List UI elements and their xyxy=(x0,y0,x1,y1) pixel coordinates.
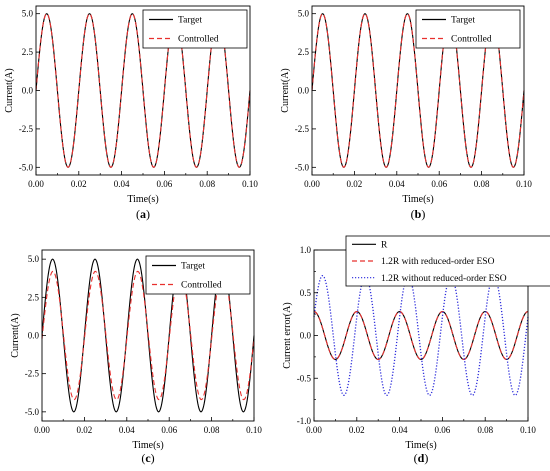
x-tick-label: 0.10 xyxy=(246,425,262,435)
x-tick-label: 0.08 xyxy=(474,179,490,189)
y-tick-label: 0.0 xyxy=(28,331,40,341)
x-tick-label: 0.06 xyxy=(157,179,173,189)
y-tick-label: 0.0 xyxy=(298,86,310,96)
x-tick-label: 0.06 xyxy=(161,425,177,435)
x-tick-label: 0.04 xyxy=(389,179,405,189)
y-tick-label: 5.0 xyxy=(28,254,40,264)
legend-label: Controlled xyxy=(451,35,492,45)
y-tick-label: 5.0 xyxy=(22,9,34,19)
x-tick-label: 0.00 xyxy=(306,425,322,435)
x-tick-label: 0.02 xyxy=(347,179,363,189)
y-tick-label: -1.0 xyxy=(297,416,312,426)
x-axis-label: Time(s) xyxy=(402,194,433,205)
y-axis-label: Current(A) xyxy=(10,313,21,357)
x-axis-label: Time(s) xyxy=(127,194,158,205)
x-tick-label: 0.08 xyxy=(477,425,493,435)
series-line-r xyxy=(313,311,529,360)
legend: Target Controlled xyxy=(142,9,248,49)
x-tick-label: 0.00 xyxy=(34,425,50,435)
y-tick-label: 5.0 xyxy=(298,9,310,19)
x-tick-label: 0.06 xyxy=(435,425,451,435)
y-tick-label: 2.5 xyxy=(22,47,34,57)
x-axis-label: Time(s) xyxy=(405,440,436,451)
legend-label: 1.2R without reduced-order ESO xyxy=(381,274,507,284)
y-tick-label: -0.5 xyxy=(297,373,312,383)
x-tick-label: 0.06 xyxy=(431,179,447,189)
legend-label: Target xyxy=(451,16,475,26)
y-tick-label: -2.5 xyxy=(295,124,310,134)
x-tick-label: 0.02 xyxy=(77,425,93,435)
legend: Target Controlled xyxy=(415,9,521,49)
y-tick-label: 2.5 xyxy=(298,47,310,57)
x-tick-label: 0.04 xyxy=(114,179,130,189)
legend-label: 1.2R with reduced-order ESO xyxy=(381,257,495,267)
y-tick-label: -5.0 xyxy=(25,407,40,417)
legend: Target Controlled xyxy=(145,255,251,295)
y-axis-label: Current(A) xyxy=(280,68,291,112)
legend-label: Target xyxy=(181,262,205,272)
x-tick-label: 0.02 xyxy=(349,425,365,435)
y-axis-label: Current(A) xyxy=(4,68,15,112)
x-tick-label: 0.00 xyxy=(28,179,44,189)
chart-panel-d: 0.00 0.02 0.04 0.06 0.08 0.10 1.0 0.5 0.0 -0.5 -1.… xyxy=(282,235,550,465)
x-tick-label: 0.02 xyxy=(71,179,87,189)
chart-panel-b: 0.00 0.02 0.04 0.06 0.08 0.10 5.0 2.5 0.0 -2.5 -5.… xyxy=(280,5,532,221)
y-tick-label: 0.0 xyxy=(22,86,34,96)
chart-panel-a: 0.00 0.02 0.04 0.06 0.08 0.10 5.0 2.5 0.0 -2.5 -5.… xyxy=(4,5,258,221)
panel-caption: (c) xyxy=(141,451,154,465)
legend-label: Controlled xyxy=(178,35,219,45)
legend-label: Target xyxy=(178,16,202,26)
legend-box xyxy=(142,9,248,49)
y-tick-label: -5.0 xyxy=(295,162,310,172)
x-tick-label: 0.10 xyxy=(520,425,536,435)
x-tick-label: 0.10 xyxy=(516,179,532,189)
x-tick-label: 0.08 xyxy=(204,425,220,435)
x-axis-label: Time(s) xyxy=(132,440,163,451)
x-tick-label: 0.08 xyxy=(199,179,215,189)
legend: R 1.2R with reduced-order ESO 1.2R without… xyxy=(345,235,550,287)
y-tick-label: 0.5 xyxy=(300,288,312,298)
x-tick-label: 0.10 xyxy=(242,179,258,189)
x-tick-label: 0.04 xyxy=(119,425,135,435)
chart-panel-c: 0.00 0.02 0.04 0.06 0.08 0.10 5.0 2.5 0.0 -2.5 -5.… xyxy=(10,249,262,465)
legend-label: Controlled xyxy=(181,281,222,291)
panel-caption: (d) xyxy=(414,451,429,465)
legend-box xyxy=(415,9,521,49)
y-axis-label: Current error(A) xyxy=(282,302,293,368)
y-tick-label: -5.0 xyxy=(19,162,34,172)
legend-box xyxy=(145,255,251,295)
x-tick-label: 0.00 xyxy=(304,179,320,189)
y-tick-label: 0.0 xyxy=(300,331,312,341)
y-tick-label: -2.5 xyxy=(25,369,40,379)
y-tick-label: -2.5 xyxy=(19,124,34,134)
y-tick-label: 1.0 xyxy=(300,245,312,255)
y-tick-label: 2.5 xyxy=(28,292,40,302)
x-tick-label: 0.04 xyxy=(392,425,408,435)
legend-box xyxy=(345,235,550,287)
panel-caption: (a) xyxy=(136,207,150,221)
legend-label: R xyxy=(381,241,388,251)
panel-caption: (b) xyxy=(411,207,426,221)
